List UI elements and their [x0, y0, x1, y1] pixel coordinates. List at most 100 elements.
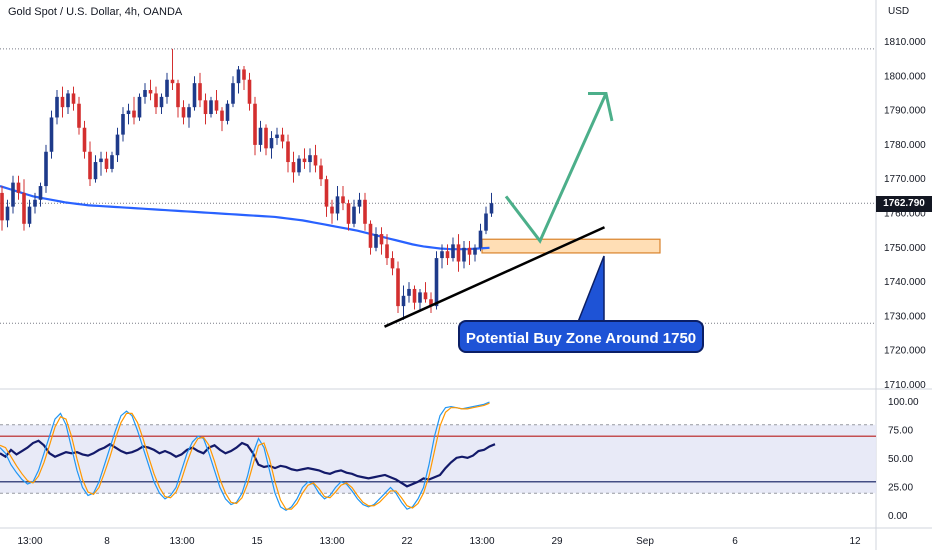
candle-body: [302, 158, 307, 163]
candle-body: [110, 155, 114, 169]
candle-body: [324, 179, 329, 207]
price-tick-label: 1710.000: [884, 380, 926, 391]
candle-body: [44, 151, 48, 187]
candle-body: [88, 151, 92, 180]
candle-body: [154, 93, 158, 108]
candle-body: [258, 127, 263, 145]
candle-body: [341, 196, 345, 204]
oscillator-tick-label: 25.00: [888, 483, 913, 494]
price-tick-label: 1760.000: [884, 209, 926, 220]
candle-body: [286, 141, 290, 163]
candle-body: [5, 206, 10, 221]
price-tick-label: 1740.000: [884, 277, 926, 288]
candle-body: [379, 234, 384, 245]
candle-body: [330, 206, 334, 214]
candle-body: [335, 196, 340, 214]
candle-body: [429, 299, 433, 307]
currency-label: USD: [888, 6, 910, 17]
callout-pointer: [576, 255, 605, 323]
candle-body: [198, 83, 202, 101]
time-tick-label: Sep: [636, 536, 654, 547]
time-tick-label: 22: [401, 536, 413, 547]
price-tick-label: 1780.000: [884, 140, 926, 151]
candle-body: [451, 244, 455, 259]
price-tick-label: 1750.000: [884, 243, 926, 254]
candle-body: [143, 90, 147, 97]
candle-body: [209, 100, 213, 115]
time-tick-label: 29: [551, 536, 563, 547]
time-tick-label: 13:00: [169, 536, 194, 547]
oscillator-series-2: [0, 402, 490, 510]
oscillator-tick-label: 100.00: [888, 397, 919, 408]
price-tick-label: 1730.000: [884, 311, 926, 322]
oscillator-series-0: [0, 439, 496, 488]
candle-body: [49, 117, 54, 152]
candle-body: [214, 100, 219, 111]
buy-zone-callout[interactable]: Potential Buy Zone Around 1750: [458, 320, 704, 353]
candle-body: [390, 258, 395, 269]
candle-body: [357, 199, 362, 207]
candle-body: [407, 288, 411, 296]
price-tick-label: 1810.000: [884, 37, 926, 48]
price-tick-label: 1790.000: [884, 106, 926, 117]
candle-body: [253, 103, 257, 145]
candle-body: [82, 127, 87, 152]
candle-body: [456, 244, 461, 262]
candle-body: [412, 288, 417, 303]
projected-path-line: [504, 92, 608, 244]
candle-body: [313, 155, 318, 166]
candle-body: [319, 165, 323, 180]
candle-body: [297, 158, 301, 173]
candle-body: [137, 96, 142, 118]
time-tick-label: 13:00: [17, 536, 42, 547]
candle-body: [291, 162, 296, 173]
last-price-badge: 1762.790: [876, 196, 932, 212]
oscillator-tick-label: 50.00: [888, 454, 913, 465]
candle-body: [440, 251, 444, 259]
candle-body: [165, 79, 169, 97]
candle-body: [27, 206, 32, 224]
candle-body: [264, 127, 268, 149]
oscillator-series-1: [0, 401, 490, 512]
candle-body: [275, 134, 279, 139]
time-tick-label: 8: [104, 536, 110, 547]
candle-body: [269, 138, 274, 149]
time-tick-label: 15: [251, 536, 263, 547]
candle-body: [16, 182, 21, 193]
candle-body: [115, 134, 120, 156]
candle-body: [489, 203, 494, 214]
candle-body: [148, 90, 153, 94]
trend-line: [383, 226, 606, 328]
candle-body: [187, 107, 191, 118]
oscillator-tick-label: 75.00: [888, 426, 913, 437]
time-tick-label: 12: [849, 536, 861, 547]
candle-body: [33, 199, 37, 207]
candle-body: [423, 292, 428, 300]
candle-body: [231, 83, 235, 104]
candle-body: [11, 182, 15, 207]
candle-body: [60, 96, 65, 108]
candles-group: [0, 48, 494, 320]
candle-body: [55, 96, 59, 118]
candle-body: [368, 223, 373, 248]
candle-body: [242, 69, 246, 80]
candle-body: [170, 79, 175, 84]
candle-body: [93, 162, 98, 180]
candle-body: [434, 258, 439, 307]
price-tick-label: 1720.000: [884, 346, 926, 357]
candle-body: [236, 69, 241, 84]
candle-body: [192, 83, 197, 108]
candle-body: [220, 110, 224, 121]
candle-body: [159, 96, 164, 108]
candle-body: [71, 93, 76, 104]
projected-path-arrowhead: [588, 91, 614, 122]
oscillator-tick-label: 0.00: [888, 511, 908, 522]
candle-body: [401, 295, 406, 307]
candle-body: [280, 134, 285, 142]
candle-body: [0, 192, 4, 221]
candle-body: [308, 155, 312, 163]
candle-body: [445, 251, 450, 259]
candle-body: [385, 244, 389, 259]
price-tick-label: 1770.000: [884, 174, 926, 185]
